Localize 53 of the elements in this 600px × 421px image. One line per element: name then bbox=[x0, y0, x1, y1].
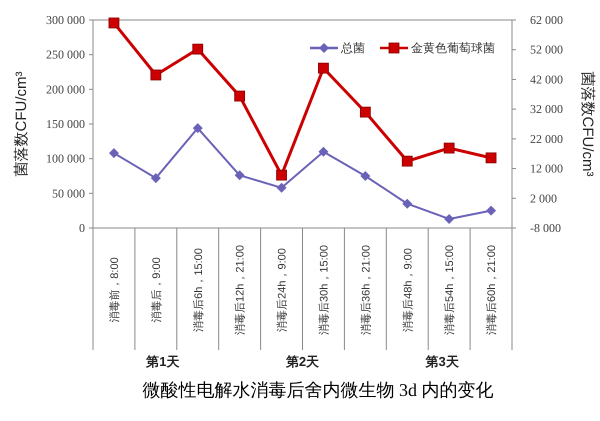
point bbox=[192, 44, 204, 55]
y-axis-title: 菌落数CFU/cm³ bbox=[13, 72, 30, 176]
point bbox=[444, 214, 454, 224]
y-tick-label: 50 000 bbox=[52, 186, 85, 200]
point bbox=[444, 142, 455, 154]
point bbox=[402, 198, 412, 209]
point bbox=[150, 173, 161, 184]
x-tick-label: 消毒前，8:00 bbox=[108, 257, 121, 323]
y2-tick-label: -8 000 bbox=[530, 221, 561, 235]
x-tick-label: 消毒后30h，15:00 bbox=[317, 245, 330, 335]
y-tick-label: 150 000 bbox=[46, 117, 85, 131]
x-tick-label: 消毒后，9:00 bbox=[150, 257, 163, 323]
text: 第3天 bbox=[424, 354, 460, 369]
point bbox=[192, 123, 203, 134]
y2-tick-label: 2 000 bbox=[530, 191, 557, 206]
y-tick-label: 200 000 bbox=[46, 82, 85, 96]
point bbox=[486, 152, 496, 164]
point bbox=[234, 170, 245, 180]
text: 第2天 bbox=[284, 354, 320, 369]
point bbox=[234, 90, 246, 102]
text: 微酸性电解水消毒后舍内微生物 3d 内的变化 bbox=[142, 380, 494, 400]
point bbox=[276, 170, 287, 181]
y2-tick-label: 32 000 bbox=[530, 102, 563, 116]
point bbox=[150, 70, 162, 80]
x-tick-label: 消毒后24h，9:00 bbox=[276, 248, 289, 332]
text: 第1天 bbox=[145, 354, 180, 369]
point bbox=[318, 62, 329, 74]
y-tick-label: 0 bbox=[79, 221, 85, 235]
point bbox=[360, 106, 371, 118]
point bbox=[108, 148, 119, 158]
y2-tick-label: 52 000 bbox=[530, 42, 563, 57]
y2-tick-label: 22 000 bbox=[530, 132, 563, 146]
x-tick-label: 消毒后48h，9:00 bbox=[401, 248, 414, 332]
legend-label: 金黄色葡萄球菌 bbox=[411, 41, 495, 55]
legend-label: 总菌 bbox=[340, 41, 365, 55]
point bbox=[486, 206, 496, 216]
y2-tick-label: 12 000 bbox=[530, 162, 563, 176]
y-tick-label: 300 000 bbox=[46, 13, 85, 27]
point bbox=[108, 18, 120, 28]
x-tick-label: 消毒后60h，21:00 bbox=[485, 245, 498, 335]
point bbox=[276, 182, 287, 193]
x-tick-label: 消毒后36h，21:00 bbox=[359, 245, 372, 335]
y-tick-label: 250 000 bbox=[46, 48, 85, 62]
x-tick-label: 消毒后54h，15:00 bbox=[443, 245, 456, 335]
y2-axis-title: 菌落数CFU/cm³ bbox=[579, 72, 596, 176]
point bbox=[318, 146, 328, 157]
point bbox=[360, 171, 370, 181]
y-tick-label: 100 000 bbox=[46, 152, 85, 166]
point bbox=[402, 156, 413, 167]
x-tick-label: 消毒后12h，21:00 bbox=[234, 245, 247, 335]
x-tick-label: 消毒后6h，15:00 bbox=[192, 248, 205, 332]
y2-tick-label: 62 000 bbox=[530, 13, 563, 27]
y2-tick-label: 42 000 bbox=[530, 72, 563, 86]
